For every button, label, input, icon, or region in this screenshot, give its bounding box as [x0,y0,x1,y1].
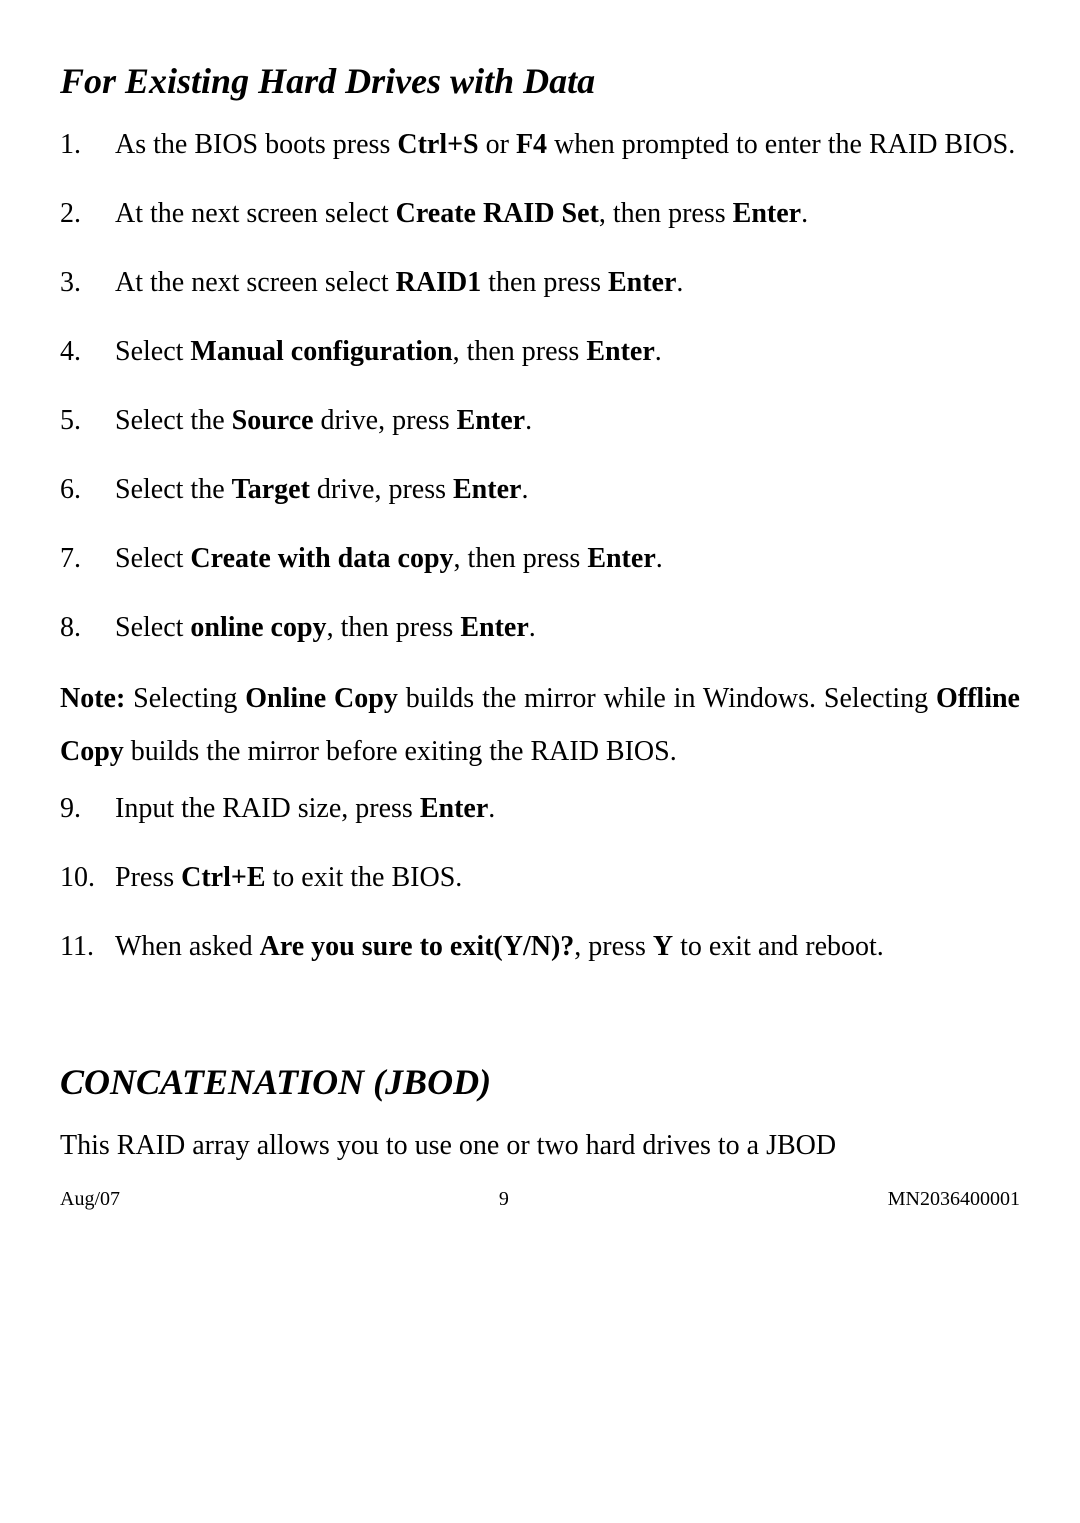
step-number: 4. [60,327,115,376]
step-number: 9. [60,784,115,833]
step-body: When asked Are you sure to exit(Y/N)?, p… [115,922,1020,971]
step-body: Select online copy, then press Enter. [115,603,1020,652]
step-body: At the next screen select Create RAID Se… [115,189,1020,238]
heading-existing-drives: For Existing Hard Drives with Data [60,60,1020,102]
step-body: As the BIOS boots press Ctrl+S or F4 whe… [115,120,1020,169]
step-number: 8. [60,603,115,652]
step-1: 1. As the BIOS boots press Ctrl+S or F4 … [60,120,1020,169]
step-body: Input the RAID size, press Enter. [115,784,1020,833]
step-body: Select the Target drive, press Enter. [115,465,1020,514]
footer-page-number: 9 [499,1188,509,1211]
step-body: Press Ctrl+E to exit the BIOS. [115,853,1020,902]
step-7: 7. Select Create with data copy, then pr… [60,534,1020,583]
step-2: 2. At the next screen select Create RAID… [60,189,1020,238]
step-number: 1. [60,120,115,169]
step-body: At the next screen select RAID1 then pre… [115,258,1020,307]
step-number: 5. [60,396,115,445]
step-body: Select Manual configuration, then press … [115,327,1020,376]
footer-date: Aug/07 [60,1188,120,1211]
step-number: 7. [60,534,115,583]
jbod-paragraph: This RAID array allows you to use one or… [60,1121,1020,1170]
heading-concatenation: CONCATENATION (JBOD) [60,1061,1020,1103]
step-6: 6. Select the Target drive, press Enter. [60,465,1020,514]
step-body: Select the Source drive, press Enter. [115,396,1020,445]
step-number: 2. [60,189,115,238]
step-5: 5. Select the Source drive, press Enter. [60,396,1020,445]
step-number: 6. [60,465,115,514]
step-number: 11. [60,922,115,971]
footer-doc-id: MN2036400001 [888,1188,1020,1211]
step-9: 9. Input the RAID size, press Enter. [60,784,1020,833]
step-number: 10. [60,853,115,902]
note-paragraph: Note: Selecting Online Copy builds the m… [60,672,1020,778]
step-body: Select Create with data copy, then press… [115,534,1020,583]
step-3: 3. At the next screen select RAID1 then … [60,258,1020,307]
step-4: 4. Select Manual configuration, then pre… [60,327,1020,376]
step-8: 8. Select online copy, then press Enter. [60,603,1020,652]
step-number: 3. [60,258,115,307]
page-footer: Aug/07 9 MN2036400001 [60,1188,1020,1211]
steps-list-1: 1. As the BIOS boots press Ctrl+S or F4 … [60,120,1020,652]
step-11: 11. When asked Are you sure to exit(Y/N)… [60,922,1020,971]
steps-list-2: 9. Input the RAID size, press Enter. 10.… [60,784,1020,971]
step-10: 10. Press Ctrl+E to exit the BIOS. [60,853,1020,902]
